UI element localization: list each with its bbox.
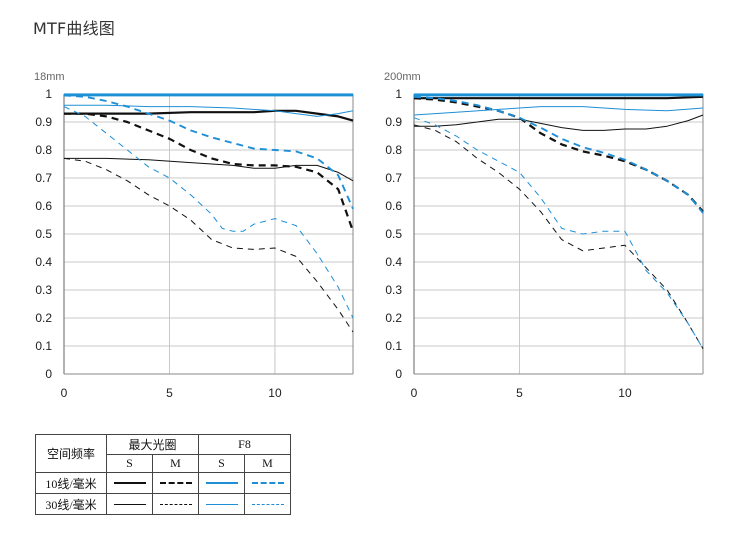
legend-row-10lpmm: 10线/毫米 (35, 472, 107, 494)
legend-cell-max-10-s (106, 472, 153, 494)
chart-2-series-max-aperture-10-s (414, 95, 704, 100)
legend-cell-max-30-m (152, 493, 199, 515)
chart-2-focal-length-label: 200mm (384, 71, 421, 83)
chart-2-series-f8-10-m (413, 95, 704, 214)
chart-1-y-tick-label: 1 (45, 87, 52, 101)
chart-2-y-tick-label: 0 (395, 367, 402, 381)
chart-2-y-tick-label: 1 (395, 87, 402, 101)
swatch-max-30-m (159, 503, 192, 505)
chart-1-y-tick-label: 0.9 (35, 115, 52, 129)
chart-2-y-tick-label: 0.5 (385, 227, 402, 241)
legend-header-max-aperture: 最大光圈 (106, 434, 199, 455)
legend-cell-max-10-m (152, 472, 199, 494)
chart-2-y-tick-label: 0.4 (385, 255, 402, 269)
legend-table: 空间频率 最大光圈 F8 S M S M 10线/毫米 30线/毫米 (35, 434, 291, 515)
chart-1-series-max-aperture-10-s (64, 109, 354, 122)
chart-1-series-max-aperture-30-s (64, 157, 354, 182)
swatch-max-30-s (113, 503, 146, 505)
chart-1-y-tick-label: 0.4 (35, 255, 52, 269)
chart-2-x-tick-label: 0 (411, 386, 418, 400)
legend-header-spatial-frequency: 空间频率 (35, 434, 107, 473)
swatch-f8-10-m (251, 482, 284, 484)
swatch-max-10-m (159, 482, 192, 484)
chart-2-series-f8-30-s (413, 106, 704, 116)
chart-1-y-tick-label: 0.8 (35, 143, 52, 157)
chart-1-y-tick-label: 0.6 (35, 199, 52, 213)
chart-2-y-tick-label: 0.6 (385, 199, 402, 213)
legend-sub-s-f8: S (198, 454, 245, 473)
chart-1-x-tick-label: 0 (61, 386, 68, 400)
chart-2-y-tick-label: 0.9 (385, 115, 402, 129)
chart-1-x-tick-label: 5 (166, 386, 173, 400)
chart-1-y-tick-label: 0.5 (35, 227, 52, 241)
chart-2-y-tick-label: 0.1 (385, 339, 402, 353)
legend-cell-f8-30-m (244, 493, 291, 515)
legend-sub-s-max: S (106, 454, 153, 473)
chart-2-y-tick-label: 0.8 (385, 143, 402, 157)
chart-1-y-tick-label: 0 (45, 367, 52, 381)
legend-cell-max-30-s (106, 493, 153, 515)
chart-1-focal-length-label: 18mm (34, 71, 65, 83)
chart-1-y-tick-label: 0.3 (35, 283, 52, 297)
legend-header-f8: F8 (198, 434, 291, 455)
chart-2-y-tick-label: 0.2 (385, 311, 402, 325)
legend-cell-f8-30-s (198, 493, 245, 515)
page-title: MTF曲线图 (33, 19, 115, 38)
legend-cell-f8-10-s (198, 472, 245, 494)
chart-1-series-max-aperture-30-m (63, 157, 354, 333)
chart-1-x-tick-label: 10 (268, 386, 282, 400)
chart-1-series-f8-30-m (63, 106, 354, 319)
swatch-f8-30-m (251, 503, 284, 505)
chart-1-series-f8-30-s (64, 104, 354, 117)
chart-2-y-tick-label: 0.7 (385, 171, 402, 185)
chart-2-x-tick-label: 10 (618, 386, 632, 400)
chart-2-x-tick-label: 5 (516, 386, 523, 400)
legend-sub-m-max: M (152, 454, 199, 473)
swatch-f8-10-s (205, 482, 238, 484)
chart-2-series-f8-30-m (413, 117, 704, 350)
chart-2-series-max-aperture-30-s (414, 114, 704, 131)
legend-cell-f8-10-m (244, 472, 291, 494)
swatch-max-10-s (113, 482, 146, 484)
chart-1-y-tick-label: 0.1 (35, 339, 52, 353)
chart-1-series-f8-10-m (63, 94, 354, 210)
legend-sub-m-f8: M (244, 454, 291, 473)
swatch-f8-30-s (205, 503, 238, 505)
chart-2-series-max-aperture-10-m (413, 97, 704, 213)
chart-2-y-tick-label: 0.3 (385, 283, 402, 297)
chart-2-series-max-aperture-30-m (413, 124, 704, 350)
chart-1-y-tick-label: 0.7 (35, 171, 52, 185)
chart-1-series-max-aperture-10-m (64, 112, 355, 232)
chart-1-y-tick-label: 0.2 (35, 311, 52, 325)
legend-row-30lpmm: 30线/毫米 (35, 493, 107, 515)
